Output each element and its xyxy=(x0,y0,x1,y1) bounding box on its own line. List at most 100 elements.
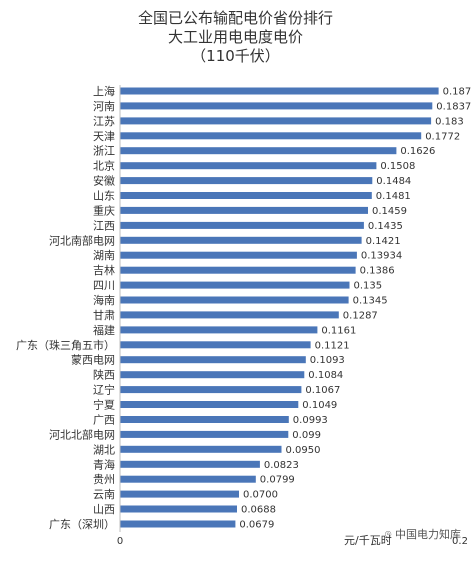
data-label: 0.0950 xyxy=(286,445,321,456)
data-label: 0.0823 xyxy=(264,460,299,471)
data-label: 0.1421 xyxy=(366,236,401,247)
x-tick-label: 0.2 xyxy=(452,536,468,547)
data-label: 0.0679 xyxy=(239,520,274,531)
bar xyxy=(120,505,237,513)
category-label: 四川 xyxy=(93,279,115,292)
data-label: 0.1386 xyxy=(360,266,395,277)
data-label: 0.13934 xyxy=(361,251,402,262)
category-label: 广东（深圳） xyxy=(49,518,115,531)
bar xyxy=(120,281,350,289)
category-label: 河南 xyxy=(93,100,115,113)
data-label: 0.1484 xyxy=(376,176,411,187)
watermark: ⌾ 中国电力知库 xyxy=(385,526,461,542)
category-label: 蒙西电网 xyxy=(71,354,115,367)
data-label: 0.183 xyxy=(435,116,464,127)
data-label: 0.0993 xyxy=(293,415,328,426)
bar xyxy=(120,87,439,95)
category-label: 甘肃 xyxy=(93,309,115,322)
data-label: 0.1772 xyxy=(425,131,460,142)
data-label: 0.0688 xyxy=(241,505,276,516)
bar xyxy=(120,326,318,334)
bar xyxy=(120,416,289,423)
category-label: 陕西 xyxy=(93,368,115,382)
category-label: 贵州 xyxy=(93,473,115,486)
bar xyxy=(120,475,256,483)
category-label: 江西 xyxy=(93,219,115,232)
category-label: 上海 xyxy=(93,84,115,98)
bar xyxy=(120,445,282,453)
chart-title-line-2: 大工业用电电度电价 xyxy=(167,28,303,46)
data-label: 0.1084 xyxy=(308,370,343,381)
bar xyxy=(120,356,306,364)
bar xyxy=(120,251,357,259)
x-axis-label: 元/千瓦时 xyxy=(344,534,392,547)
bar xyxy=(120,221,364,229)
bar xyxy=(120,520,236,528)
data-label: 0.1626 xyxy=(400,146,435,157)
bar xyxy=(120,177,373,185)
bar xyxy=(120,311,339,319)
bar xyxy=(120,192,372,199)
chart-title-line-3: （110千伏） xyxy=(191,47,280,65)
bar xyxy=(120,132,422,140)
category-label: 福建 xyxy=(93,323,115,337)
bar xyxy=(120,401,299,408)
data-label: 0.1481 xyxy=(376,191,411,202)
data-label: 0.0700 xyxy=(243,490,278,501)
bar xyxy=(120,102,433,110)
data-label: 0.1161 xyxy=(321,325,356,336)
category-label: 宁夏 xyxy=(93,398,115,412)
category-label: 广西 xyxy=(93,414,115,427)
category-label: 天津 xyxy=(93,130,115,143)
bar xyxy=(120,341,311,349)
category-label: 安徽 xyxy=(93,174,115,188)
x-tick-label: 0 xyxy=(117,536,123,547)
category-label: 山西 xyxy=(93,503,115,516)
bar xyxy=(120,162,377,170)
data-label: 0.1121 xyxy=(315,340,350,351)
category-label: 河北北部电网 xyxy=(49,427,115,441)
category-label: 重庆 xyxy=(93,203,115,217)
category-label: 湖北 xyxy=(93,443,115,456)
category-label: 海南 xyxy=(93,293,115,307)
data-label: 0.1345 xyxy=(353,296,388,307)
bar xyxy=(120,386,302,394)
wechat-icon: ⌾ xyxy=(384,528,392,541)
category-label: 青海 xyxy=(93,457,115,471)
bar xyxy=(120,296,349,304)
bar xyxy=(120,430,289,438)
watermark-text: 中国电力知库 xyxy=(395,528,461,541)
data-label: 0.1049 xyxy=(302,400,337,411)
category-label: 辽宁 xyxy=(93,383,115,397)
bar xyxy=(120,490,239,498)
bar xyxy=(120,371,305,379)
bar xyxy=(120,147,397,155)
bar xyxy=(120,236,362,244)
data-label: 0.099 xyxy=(292,430,321,441)
data-label: 0.1459 xyxy=(372,206,407,217)
chart-title-line-1: 全国已公布输配电价省份排行 xyxy=(137,9,333,27)
category-label: 浙江 xyxy=(93,145,115,158)
data-label: 0.1874 xyxy=(443,87,471,98)
data-label: 0.1093 xyxy=(310,355,345,366)
category-label: 云南 xyxy=(93,488,115,501)
data-label: 0.1287 xyxy=(343,310,378,321)
category-label: 河北南部电网 xyxy=(49,233,115,247)
category-label: 北京 xyxy=(93,159,115,173)
data-label: 0.1067 xyxy=(305,385,340,396)
category-label: 江苏 xyxy=(93,115,115,128)
data-label: 0.1435 xyxy=(368,221,403,232)
bar xyxy=(120,117,432,125)
data-label: 0.1837 xyxy=(436,101,471,112)
bar xyxy=(120,460,260,468)
category-label: 湖南 xyxy=(93,249,115,262)
category-label: 广东（珠三角五市） xyxy=(16,338,115,352)
bar xyxy=(120,206,368,214)
data-label: 0.1508 xyxy=(380,161,415,172)
category-label: 山东 xyxy=(93,190,115,203)
data-label: 0.0799 xyxy=(260,475,295,486)
bar xyxy=(120,266,356,274)
category-label: 吉林 xyxy=(93,263,115,277)
